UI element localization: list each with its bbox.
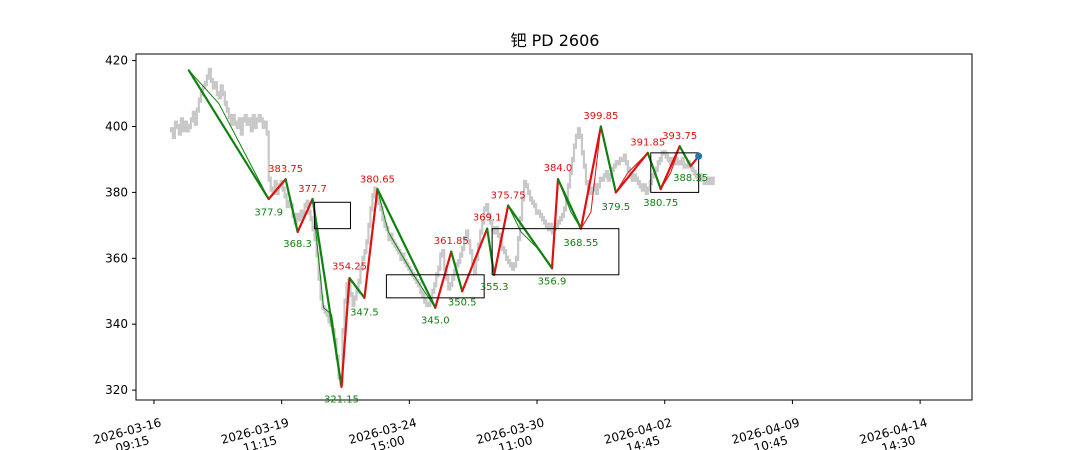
y-tick-label: 420 xyxy=(105,54,128,68)
zigzag-down-segment xyxy=(556,178,583,230)
pivot-high-label: 377.7 xyxy=(298,184,327,195)
zigzag-down-segment xyxy=(311,197,343,388)
sub-zigzag-up-segment xyxy=(580,211,592,229)
zigzag-down-segment xyxy=(486,227,496,276)
zone-box xyxy=(491,228,620,276)
pivot-high-label: 354.25 xyxy=(332,261,367,272)
sub-zigzag-up-segment xyxy=(590,126,602,213)
sub-zigzag-down-segment xyxy=(188,70,220,104)
y-tick-label: 340 xyxy=(105,317,128,331)
zigzag-up-segment xyxy=(340,276,351,388)
zigzag-up-segment xyxy=(493,204,510,276)
pivot-low-label: 321.15 xyxy=(324,394,359,405)
pivot-high-label: 383.75 xyxy=(268,164,303,175)
zigzag-up-segment xyxy=(550,178,560,270)
pivot-low-label: 355.3 xyxy=(480,282,509,293)
zigzag-up-segment xyxy=(434,250,453,309)
sub-zigzag-down-segment xyxy=(376,188,389,233)
zigzag-down-segment xyxy=(599,125,617,194)
zigzag-down-segment xyxy=(507,204,554,270)
pivot-low-label: 368.55 xyxy=(563,238,598,249)
chart-title: 钯 PD 2606 xyxy=(511,31,600,50)
zigzag-up-segment xyxy=(579,125,602,230)
pivot-low-label: 347.5 xyxy=(350,307,379,318)
last-price-marker xyxy=(695,152,703,160)
pivot-low-label: 345.0 xyxy=(421,316,450,327)
zigzag-up-segment xyxy=(267,178,287,201)
zigzag-up-segment xyxy=(363,188,379,299)
pivot-low-label: 356.9 xyxy=(538,277,567,288)
y-tick-label: 360 xyxy=(105,251,128,265)
pivot-low-label: 380.75 xyxy=(643,198,678,209)
plot-frame xyxy=(135,53,973,401)
pivot-high-label: 391.85 xyxy=(630,137,665,148)
zigzag-down-segment xyxy=(376,188,437,309)
zigzag-up-segment xyxy=(296,197,314,234)
zigzag-down-segment xyxy=(348,276,366,299)
sub-zigzag-down-segment xyxy=(218,103,270,200)
y-tick-label: 380 xyxy=(105,185,128,199)
pivot-high-label: 361.85 xyxy=(434,236,469,247)
zigzag-up-segment xyxy=(659,145,681,191)
zone-box xyxy=(385,274,485,299)
pivot-low-label: 388.35 xyxy=(673,173,708,184)
pivot-low-label: 368.3 xyxy=(283,239,312,250)
y-tick-label: 320 xyxy=(105,383,128,397)
pivot-low-label: 379.5 xyxy=(602,202,631,213)
zigzag-down-segment xyxy=(450,250,464,293)
zigzag-down-segment xyxy=(678,145,692,168)
zigzag-down-segment xyxy=(187,69,270,201)
zigzag-up-segment xyxy=(614,151,649,194)
sub-zigzag-down-segment xyxy=(387,231,414,276)
zigzag-down-segment xyxy=(646,151,662,191)
pivot-high-label: 380.65 xyxy=(360,174,395,185)
pivot-high-label: 369.1 xyxy=(473,212,502,223)
zigzag-down-segment xyxy=(284,178,299,234)
pivot-low-label: 377.9 xyxy=(254,207,283,218)
pivot-high-label: 384.0 xyxy=(544,163,573,174)
pivot-high-label: 393.75 xyxy=(662,131,697,142)
zone-box xyxy=(650,152,700,193)
pivot-low-label: 350.5 xyxy=(448,298,477,309)
y-tick-label: 400 xyxy=(105,119,128,133)
series-layer xyxy=(169,67,715,388)
zigzag-up-segment xyxy=(461,227,489,293)
pivot-high-label: 375.75 xyxy=(491,190,526,201)
pivot-high-label: 399.85 xyxy=(583,111,618,122)
zone-box xyxy=(314,201,351,230)
